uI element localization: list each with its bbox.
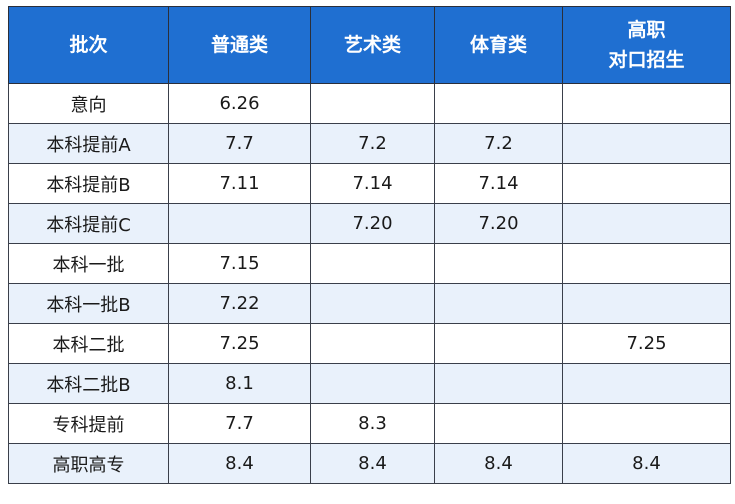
header-art: 艺术类	[310, 6, 435, 84]
cell-general: 7.11	[168, 163, 311, 204]
cell-art	[310, 243, 435, 284]
cell-batch: 本科提前C	[8, 203, 169, 244]
cell-sports	[434, 403, 563, 444]
cell-batch: 本科提前B	[8, 163, 169, 204]
cell-general: 6.26	[168, 83, 311, 124]
cell-art	[310, 323, 435, 364]
cell-sports	[434, 363, 563, 404]
cell-batch: 本科一批B	[8, 283, 169, 324]
cell-sports	[434, 243, 563, 284]
header-batch: 批次	[8, 6, 169, 84]
cell-sports: 8.4	[434, 443, 563, 484]
table-row: 本科提前A 7.7 7.2 7.2	[8, 123, 731, 164]
cell-art: 8.4	[310, 443, 435, 484]
cell-general: 7.7	[168, 123, 311, 164]
cell-vocational	[562, 83, 731, 124]
cell-sports: 7.14	[434, 163, 563, 204]
header-vocational-line-1: 高职	[627, 19, 666, 41]
cell-vocational	[562, 123, 731, 164]
header-row: 批次 普通类 艺术类 体育类 高职 对口招生	[8, 6, 731, 84]
cell-batch: 本科二批	[8, 323, 169, 364]
cell-art: 7.2	[310, 123, 435, 164]
cell-vocational	[562, 163, 731, 204]
cell-batch: 高职高专	[8, 443, 169, 484]
cell-general: 8.4	[168, 443, 311, 484]
batch-schedule-table: 批次 普通类 艺术类 体育类 高职 对口招生 意向 6.26 本科提前A 7.7 7.2…	[8, 6, 731, 484]
cell-art	[310, 363, 435, 404]
cell-sports: 7.2	[434, 123, 563, 164]
cell-vocational	[562, 243, 731, 284]
cell-art: 8.3	[310, 403, 435, 444]
cell-general: 7.22	[168, 283, 311, 324]
cell-vocational	[562, 283, 731, 324]
table-row: 本科一批 7.15	[8, 243, 731, 284]
cell-sports	[434, 283, 563, 324]
cell-art	[310, 283, 435, 324]
header-vocational-line-2: 对口招生	[608, 49, 685, 71]
schedule-table-container: 批次 普通类 艺术类 体育类 高职 对口招生 意向 6.26 本科提前A 7.7 7.2…	[8, 6, 731, 484]
table-header: 批次 普通类 艺术类 体育类 高职 对口招生	[8, 6, 731, 84]
table-row: 专科提前 7.7 8.3	[8, 403, 731, 444]
cell-art: 7.20	[310, 203, 435, 244]
cell-general	[168, 203, 311, 244]
cell-art	[310, 83, 435, 124]
cell-vocational	[562, 363, 731, 404]
cell-sports	[434, 83, 563, 124]
cell-batch: 本科一批	[8, 243, 169, 284]
table-row: 本科二批 7.25 7.25	[8, 323, 731, 364]
cell-general: 7.15	[168, 243, 311, 284]
cell-vocational: 7.25	[562, 323, 731, 364]
table-row: 本科二批B 8.1	[8, 363, 731, 404]
table-row: 本科提前B 7.11 7.14 7.14	[8, 163, 731, 204]
cell-general: 7.25	[168, 323, 311, 364]
table-row: 本科一批B 7.22	[8, 283, 731, 324]
cell-vocational: 8.4	[562, 443, 731, 484]
cell-vocational	[562, 203, 731, 244]
header-sports: 体育类	[434, 6, 563, 84]
cell-batch: 意向	[8, 83, 169, 124]
cell-art: 7.14	[310, 163, 435, 204]
header-vocational: 高职 对口招生	[562, 6, 731, 84]
header-general: 普通类	[168, 6, 311, 84]
cell-batch: 本科二批B	[8, 363, 169, 404]
table-row: 意向 6.26	[8, 83, 731, 124]
table-body: 意向 6.26 本科提前A 7.7 7.2 7.2 本科提前B 7.11 7.14 7.14 本科提…	[8, 83, 731, 484]
cell-general: 7.7	[168, 403, 311, 444]
table-row: 高职高专 8.4 8.4 8.4 8.4	[8, 443, 731, 484]
cell-batch: 本科提前A	[8, 123, 169, 164]
cell-vocational	[562, 403, 731, 444]
cell-batch: 专科提前	[8, 403, 169, 444]
cell-sports	[434, 323, 563, 364]
cell-sports: 7.20	[434, 203, 563, 244]
table-row: 本科提前C 7.20 7.20	[8, 203, 731, 244]
cell-general: 8.1	[168, 363, 311, 404]
